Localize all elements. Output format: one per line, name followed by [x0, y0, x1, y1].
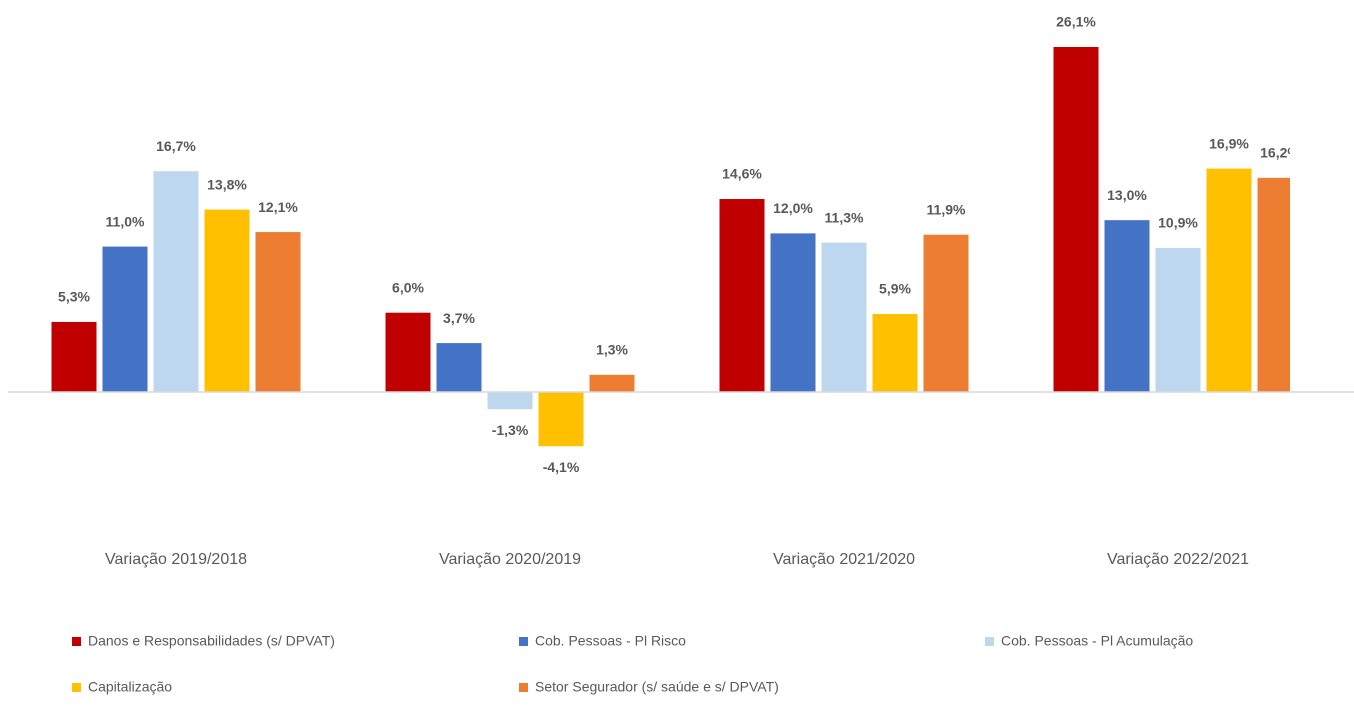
- x-tick-label: Variação 2022/2021: [1107, 551, 1249, 568]
- bar: [204, 209, 250, 392]
- legend-swatch: [519, 683, 528, 692]
- legend-label: Capitalização: [88, 679, 172, 695]
- bar: [1206, 168, 1252, 392]
- x-tick-label: Variação 2021/2020: [773, 551, 915, 568]
- legend-swatch: [72, 637, 81, 646]
- data-label: 13,8%: [207, 176, 247, 192]
- data-label: 3,7%: [443, 310, 475, 326]
- bar: [538, 392, 584, 447]
- legend-label: Setor Segurador (s/ saúde e s/ DPVAT): [535, 679, 779, 695]
- legend-label: Cob. Pessoas - Pl Risco: [535, 633, 686, 649]
- legend-swatch: [985, 637, 994, 646]
- bar: [770, 233, 816, 392]
- data-label: 1,3%: [596, 342, 628, 358]
- data-label: 11,3%: [825, 209, 864, 225]
- data-label: 12,0%: [773, 200, 813, 216]
- bar: [1104, 220, 1150, 392]
- data-label: -1,3%: [492, 422, 529, 438]
- bar: [255, 232, 301, 392]
- bar: [719, 199, 765, 392]
- bar: [1257, 177, 1290, 392]
- data-label: 5,9%: [879, 281, 911, 297]
- bar: [102, 246, 148, 392]
- bar: [153, 171, 199, 392]
- x-tick-label: Variação 2019/2018: [105, 551, 247, 568]
- data-label: 11,0%: [106, 213, 145, 229]
- legend-swatch: [72, 683, 81, 692]
- data-label: 13,0%: [1107, 187, 1147, 203]
- bar: [51, 321, 97, 392]
- bar: [1155, 247, 1201, 392]
- legend-swatch: [519, 637, 528, 646]
- data-label: 16,2%: [1260, 145, 1300, 161]
- data-label: 26,1%: [1056, 14, 1096, 30]
- data-label: -4,1%: [543, 459, 580, 475]
- data-label: 16,9%: [1209, 135, 1249, 151]
- data-label: 5,3%: [58, 289, 90, 305]
- bar: [589, 374, 635, 392]
- x-tick-label: Variação 2020/2019: [439, 551, 581, 568]
- bar: [923, 234, 969, 392]
- bar: [385, 312, 431, 392]
- data-label: 6,0%: [392, 279, 424, 295]
- data-label: 11,9%: [927, 201, 966, 217]
- legend-label: Cob. Pessoas - Pl Acumulação: [1001, 633, 1193, 649]
- bar: [436, 343, 482, 392]
- plot-area: 5,3% 11,0% 16,7% 13,8% 12,1% 6,0% 3,7% -1,3% -4,…: [51, 14, 1300, 475]
- bar: [487, 392, 533, 410]
- legend-label: Danos e Responsabilidades (s/ DPVAT): [88, 633, 335, 649]
- data-label: 12,1%: [258, 199, 298, 215]
- bar: [821, 242, 867, 392]
- data-label: 16,7%: [156, 138, 196, 154]
- bar: [872, 314, 918, 392]
- data-label: 10,9%: [1158, 215, 1198, 231]
- bar: [1053, 47, 1099, 392]
- data-label: 14,6%: [722, 166, 762, 182]
